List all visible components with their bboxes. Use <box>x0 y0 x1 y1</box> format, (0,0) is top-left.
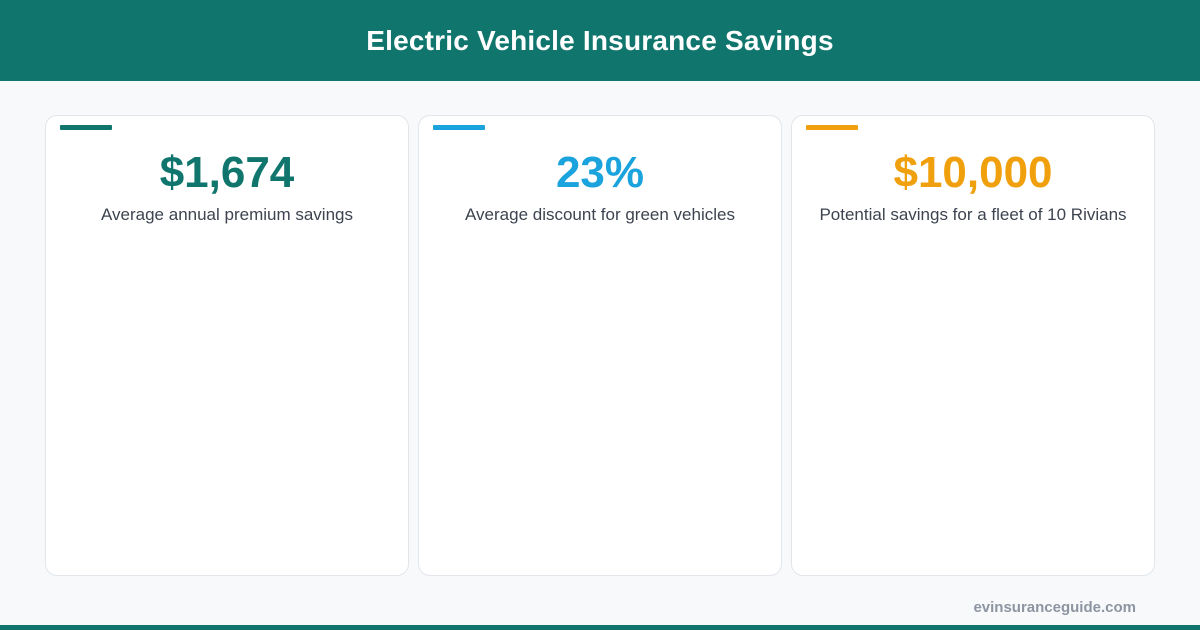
site-url: evinsuranceguide.com <box>973 599 1136 616</box>
stat-value: $10,000 <box>893 148 1053 197</box>
stat-cards: $1,674 Average annual premium savings 23… <box>45 115 1155 576</box>
stat-label: Average discount for green vehicles <box>465 205 735 224</box>
stat-value: $1,674 <box>159 148 295 197</box>
accent-bar <box>806 125 858 130</box>
page-title: Electric Vehicle Insurance Savings <box>366 24 834 56</box>
stat-label: Potential savings for a fleet of 10 Rivi… <box>819 205 1127 224</box>
bottom-accent-bar <box>0 625 1200 630</box>
stat-card-premium-savings: $1,674 Average annual premium savings <box>45 115 409 576</box>
header-bar: Electric Vehicle Insurance Savings <box>0 0 1200 81</box>
accent-bar <box>60 125 112 130</box>
stat-card-green-discount: 23% Average discount for green vehicles <box>418 115 782 576</box>
stat-label: Average annual premium savings <box>101 205 353 224</box>
stat-card-fleet-savings: $10,000 Potential savings for a fleet of… <box>791 115 1155 576</box>
stat-value: 23% <box>555 148 645 197</box>
accent-bar <box>433 125 485 130</box>
